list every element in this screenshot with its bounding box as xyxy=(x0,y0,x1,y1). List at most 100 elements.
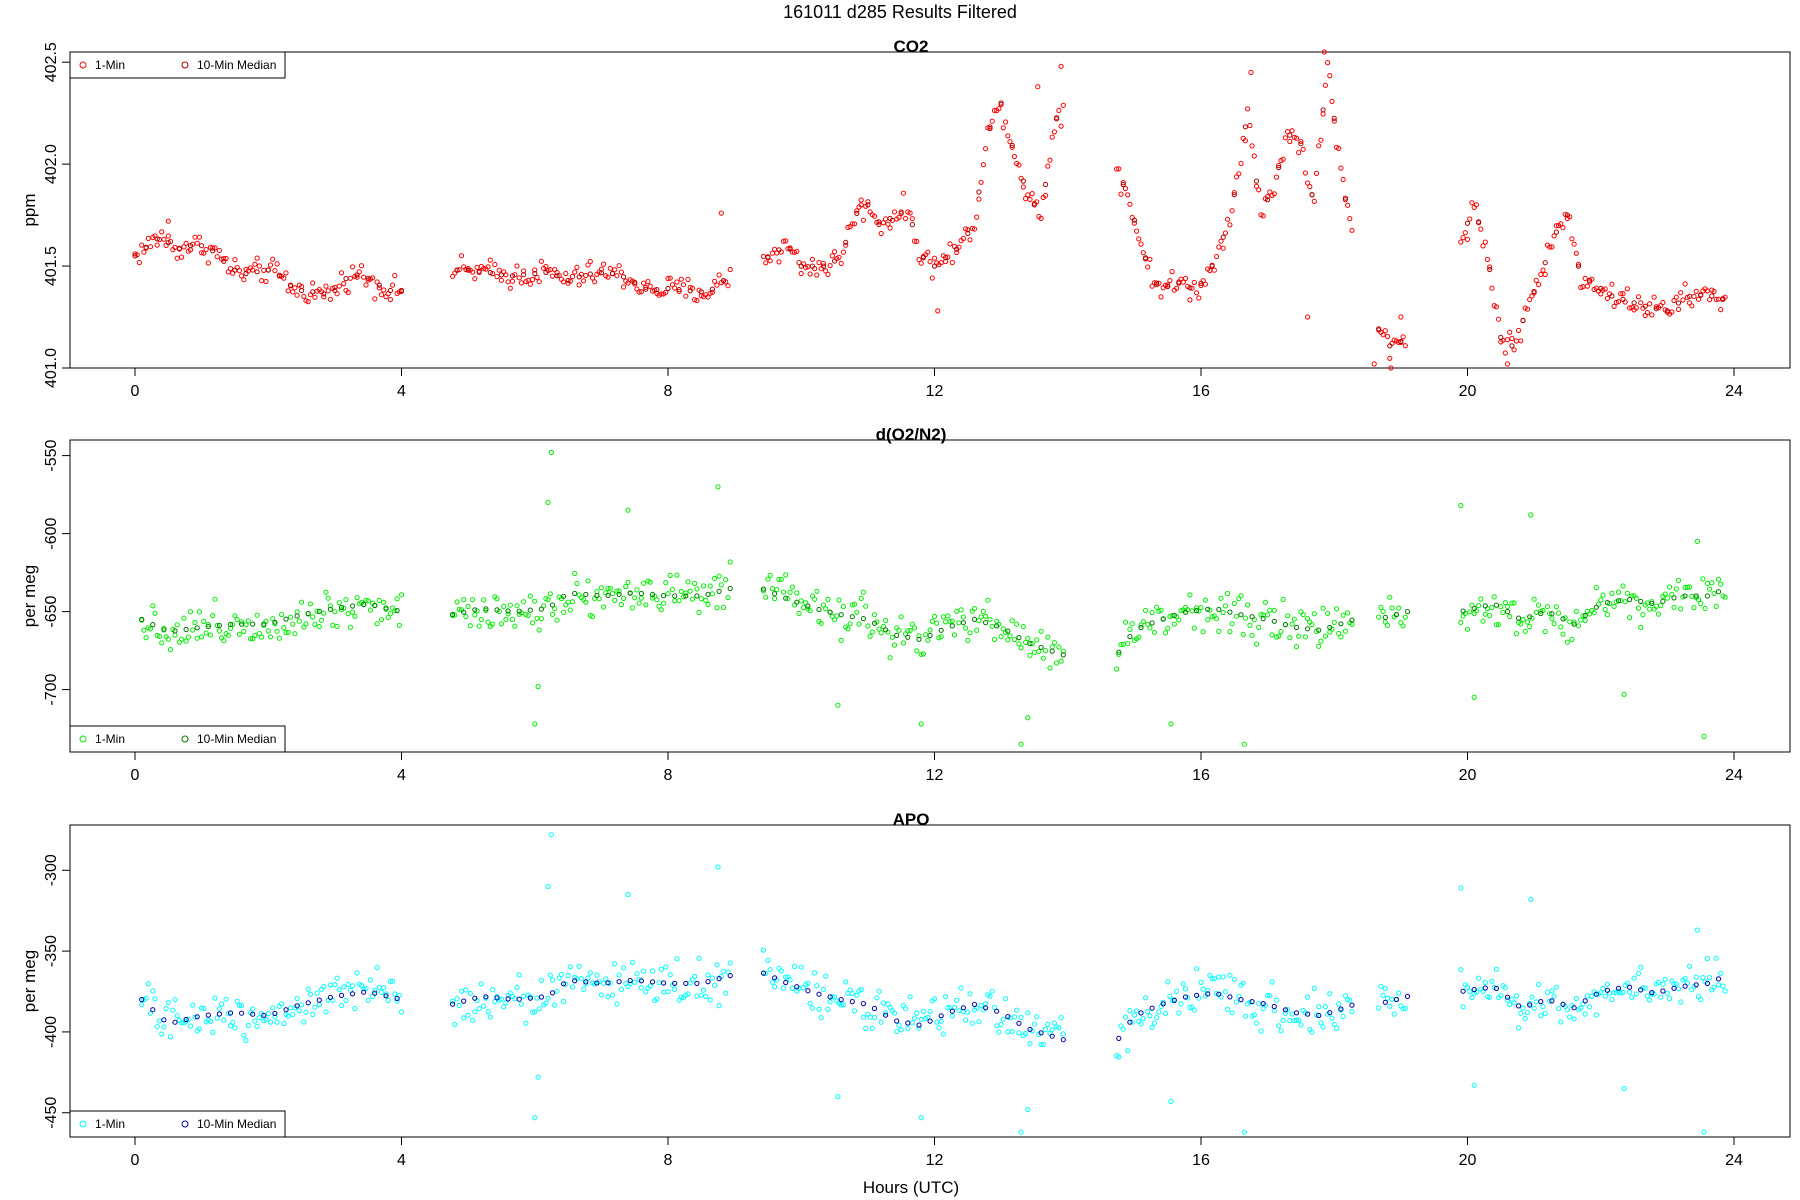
one-min-point xyxy=(179,1020,185,1026)
one-min-point xyxy=(1578,617,1584,623)
one-min-point xyxy=(363,597,369,603)
ten-min-median-point xyxy=(1549,611,1555,617)
one-min-point xyxy=(780,589,787,595)
one-min-point xyxy=(1116,166,1122,172)
one-min-point xyxy=(367,607,373,613)
one-min-point xyxy=(1296,633,1302,639)
one-min-point xyxy=(607,980,613,986)
ten-min-median-point xyxy=(250,1011,256,1017)
one-min-point xyxy=(1014,1007,1020,1013)
one-min-point xyxy=(1389,605,1395,611)
one-min-point xyxy=(1629,994,1635,1000)
one-min-point xyxy=(392,608,398,614)
ten-min-median-point xyxy=(1293,1010,1300,1016)
one-min-point xyxy=(667,572,673,579)
one-min-point xyxy=(1704,580,1711,587)
ten-min-median-point xyxy=(1060,652,1066,658)
one-min-point xyxy=(716,573,722,579)
one-min-point xyxy=(159,1031,165,1037)
ten-min-median-point xyxy=(265,267,271,273)
one-min-point xyxy=(1667,584,1673,590)
one-min-point xyxy=(1000,1016,1006,1022)
one-min-point xyxy=(276,635,282,641)
one-min-point xyxy=(658,291,664,297)
one-min-point xyxy=(199,250,205,256)
one-min-point xyxy=(709,289,716,295)
one-min-point xyxy=(365,997,371,1003)
one-min-point xyxy=(1182,275,1189,281)
one-min-point xyxy=(683,293,689,299)
one-min-point xyxy=(1300,611,1306,618)
one-min-point xyxy=(1673,586,1679,592)
ten-min-median-point xyxy=(616,591,622,597)
one-min-point xyxy=(905,1025,911,1032)
one-min-point xyxy=(1289,1011,1295,1017)
one-min-point xyxy=(332,284,338,290)
one-min-point xyxy=(1156,1009,1162,1015)
one-min-point xyxy=(1247,622,1253,629)
one-min-point xyxy=(143,635,149,641)
one-min-point xyxy=(1056,107,1062,114)
y-tick-label: -300 xyxy=(43,854,60,886)
one-min-point xyxy=(916,1025,922,1031)
one-min-point xyxy=(172,632,178,638)
one-min-point xyxy=(1060,1031,1066,1037)
x-tick-label: 16 xyxy=(1192,1152,1210,1169)
ten-min-median-point xyxy=(1282,622,1289,628)
one-min-point xyxy=(916,633,922,639)
one-min-point xyxy=(1216,244,1222,250)
one-min-point xyxy=(891,209,898,215)
one-min-point xyxy=(1000,626,1006,632)
one-min-point xyxy=(1118,191,1124,197)
one-min-point xyxy=(529,1009,536,1015)
one-min-point xyxy=(867,633,873,639)
one-min-point xyxy=(532,598,538,604)
one-min-point xyxy=(179,254,185,260)
one-min-point xyxy=(1307,184,1313,190)
one-min-point xyxy=(1718,581,1724,587)
ten-min-median-point xyxy=(783,595,789,601)
one-min-point xyxy=(361,274,367,280)
one-min-point xyxy=(1533,999,1539,1005)
one-min-point xyxy=(780,238,787,244)
one-min-point xyxy=(1544,604,1551,610)
one-min-point xyxy=(1547,244,1553,250)
one-min-point xyxy=(1305,314,1311,320)
ten-min-median-point xyxy=(1538,610,1544,617)
one-min-point xyxy=(154,1024,160,1030)
ten-min-median-point xyxy=(572,590,578,597)
one-min-point xyxy=(472,612,478,618)
ten-min-median-point xyxy=(261,1012,267,1018)
ten-min-median-point xyxy=(1127,634,1133,640)
ten-min-median-point xyxy=(1338,1006,1344,1012)
one-min-point xyxy=(814,272,820,278)
one-min-point xyxy=(989,988,995,994)
one-min-point xyxy=(1271,1008,1277,1014)
one-min-point xyxy=(601,980,607,986)
one-min-point xyxy=(305,299,311,305)
one-min-point xyxy=(1387,1003,1393,1009)
x-tick-label: 20 xyxy=(1459,383,1477,400)
ten-min-median-point xyxy=(1587,277,1593,283)
ten-min-median-point xyxy=(805,988,811,994)
one-min-point xyxy=(1309,1029,1315,1035)
one-min-point xyxy=(1489,604,1495,611)
ten-min-median-point xyxy=(838,612,844,618)
one-min-point xyxy=(658,966,664,973)
one-min-point xyxy=(1218,595,1224,601)
ten-min-median-point xyxy=(1020,178,1026,184)
ten-min-median-point xyxy=(498,272,504,278)
one-min-point xyxy=(1271,607,1277,614)
ten-min-median-point xyxy=(860,1001,867,1007)
ten-min-median-point xyxy=(605,592,611,599)
one-min-point xyxy=(1556,610,1562,616)
one-min-point xyxy=(494,596,500,602)
one-min-point xyxy=(871,612,878,618)
one-min-point xyxy=(989,623,995,629)
one-min-point xyxy=(1025,192,1031,198)
one-min-point xyxy=(1240,980,1246,986)
one-min-point xyxy=(294,995,300,1002)
one-min-point xyxy=(303,621,309,627)
ten-min-median-point xyxy=(1460,988,1466,994)
one-min-point xyxy=(621,965,627,971)
